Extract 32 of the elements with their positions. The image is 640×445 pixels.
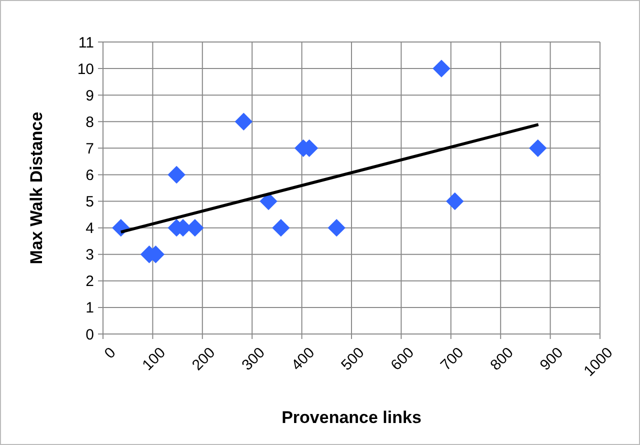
point: [529, 139, 547, 158]
y-tick-label: 6: [86, 166, 94, 184]
y-tick-label: 1: [86, 300, 94, 317]
y-axis-title: Max Walk Distance: [27, 112, 46, 264]
point: [234, 112, 253, 130]
point: [446, 192, 464, 210]
x-tick-label: 700: [437, 344, 468, 374]
y-tick-label: 7: [86, 140, 94, 158]
x-tick-label: 400: [288, 344, 318, 374]
y-tick-label: 4: [86, 220, 94, 238]
x-tick-label: 0: [101, 344, 120, 362]
y-tick-label: 5: [86, 194, 94, 211]
y-tick-label: 2: [86, 273, 94, 290]
point: [328, 218, 346, 237]
point: [272, 218, 290, 237]
x-tick-label: 600: [388, 344, 418, 374]
point: [168, 166, 186, 184]
y-tick-label: 0: [86, 326, 94, 344]
x-tick-label: 200: [188, 344, 219, 374]
x-tick-label: 900: [536, 344, 567, 374]
y-tick-label: 11: [78, 34, 94, 52]
y-tick-label: 10: [77, 60, 94, 78]
x-axis-title: Provenance links: [282, 408, 422, 427]
y-tick-label: 9: [86, 87, 94, 104]
point: [260, 192, 278, 210]
point: [432, 60, 450, 78]
x-tick-label: 500: [338, 344, 368, 374]
y-tick-label: 8: [86, 114, 94, 131]
x-tick-label: 100: [139, 344, 169, 374]
y-tick-label: 3: [86, 246, 94, 264]
x-tick-label: 800: [487, 344, 517, 374]
x-tick-label: 300: [238, 344, 268, 374]
